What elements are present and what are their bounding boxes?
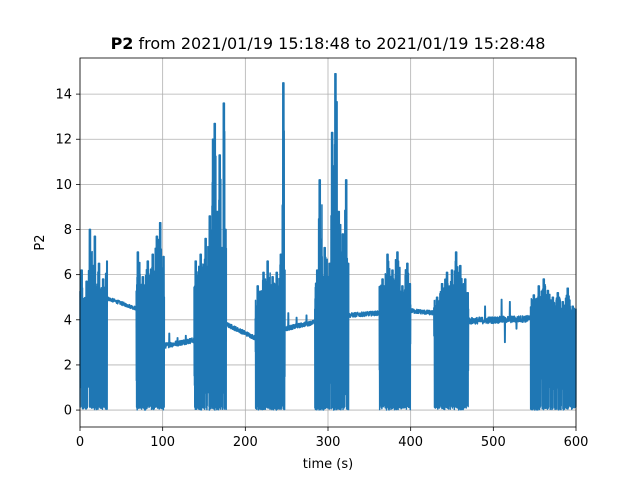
chart-title-bold: P2	[111, 34, 134, 53]
y-tick-label: 0	[64, 404, 72, 419]
x-tick-label: 200	[233, 435, 258, 450]
x-tick-label: 0	[76, 435, 84, 450]
x-tick-label: 500	[481, 435, 506, 450]
y-axis: 0 2 4 6 8 10 12 14	[55, 88, 80, 419]
y-tick-label: 10	[55, 178, 72, 193]
y-tick-label: 2	[64, 358, 72, 373]
chart-title: P2 from 2021/01/19 15:18:48 to 2021/01/1…	[111, 34, 546, 53]
x-tick-label: 400	[398, 435, 423, 450]
y-tick-label: 6	[64, 268, 72, 283]
chart-title-rest: from 2021/01/19 15:18:48 to 2021/01/19 1…	[133, 34, 545, 53]
y-axis-label: P2	[33, 234, 48, 250]
plot-area	[79, 73, 577, 411]
y-tick-label: 14	[55, 88, 72, 103]
x-axis-label: time (s)	[303, 457, 353, 472]
y-tick-label: 8	[64, 223, 72, 238]
x-tick-label: 300	[316, 435, 341, 450]
x-tick-label: 600	[564, 435, 589, 450]
y-tick-label: 12	[55, 133, 72, 148]
series-line	[79, 73, 577, 411]
y-tick-label: 4	[64, 313, 72, 328]
x-axis: 0 100 200 300 400 500 600	[76, 427, 589, 450]
x-tick-label: 100	[150, 435, 175, 450]
